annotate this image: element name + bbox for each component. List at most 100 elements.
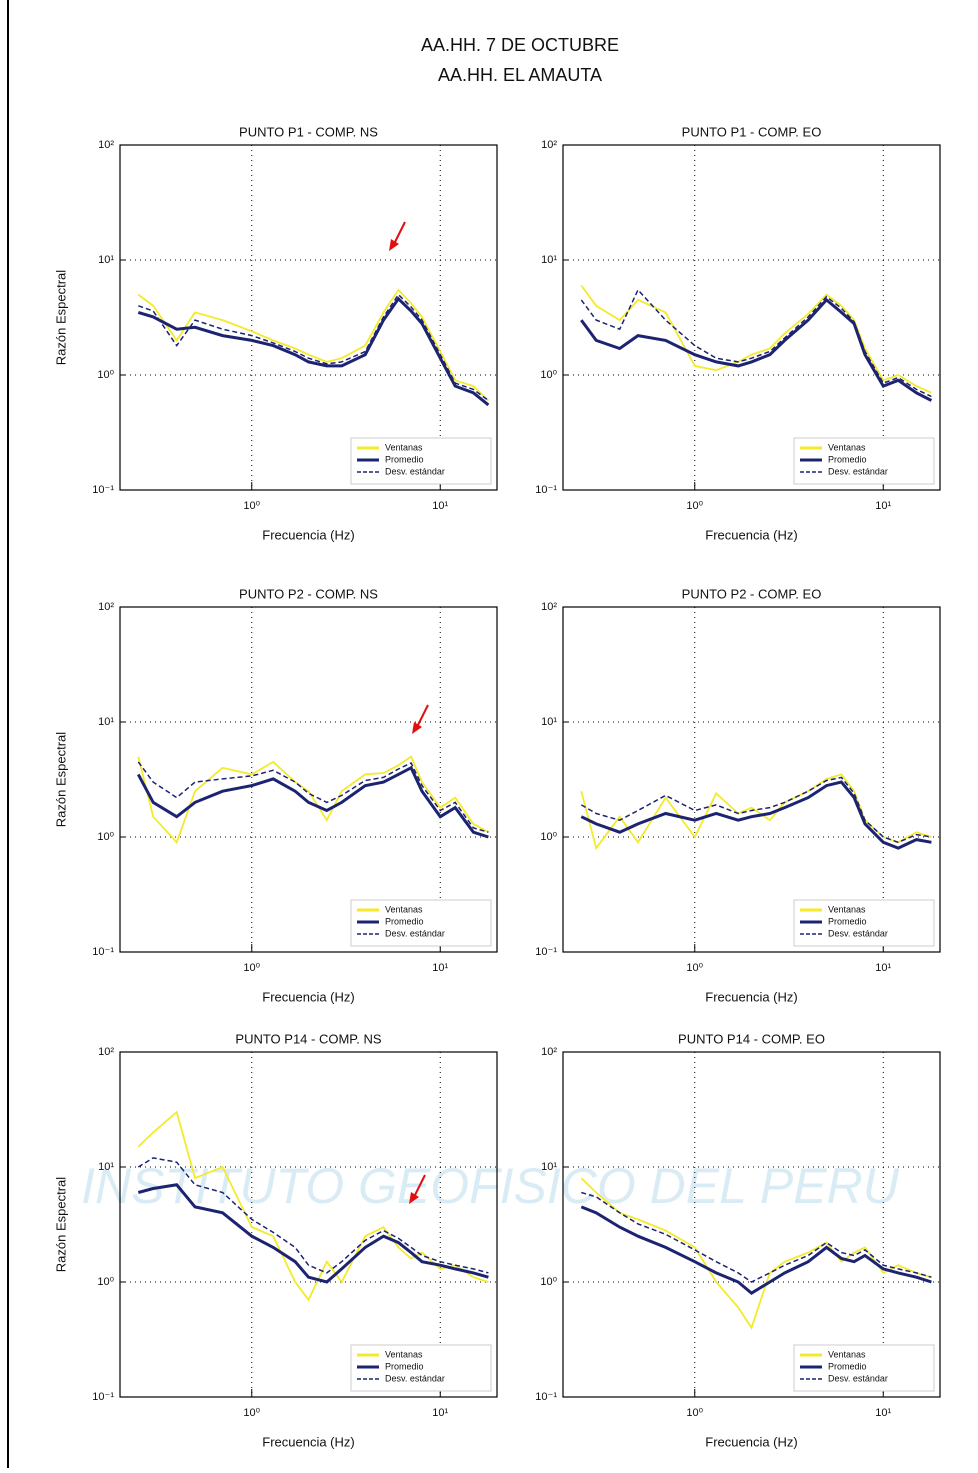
y-tick-label: 10¹ [98,254,114,266]
y-tick-label: 10² [541,601,557,613]
legend-label: Ventanas [385,1349,423,1359]
x-tick-label: 10⁰ [243,500,260,512]
y-tick-label: 10⁰ [97,1276,114,1288]
y-tick-label: 10⁻¹ [535,1391,557,1403]
series-line [580,1177,932,1330]
y-tick-label: 10² [98,1046,114,1058]
y-tick-label: 10¹ [541,1161,557,1173]
x-axis-label: Frecuencia (Hz) [705,1434,797,1449]
plot-area [137,1110,489,1302]
legend-label: Desv. estándar [385,1373,445,1383]
x-axis-label: Frecuencia (Hz) [262,989,354,1004]
y-axis-label: Razón Espectral [53,1177,68,1272]
x-axis-label: Frecuencia (Hz) [262,527,354,542]
x-axis-label: Frecuencia (Hz) [705,989,797,1004]
chart-title: PUNTO P2 - COMP. NS [239,586,378,601]
chart-title: PUNTO P14 - COMP. EO [678,1031,825,1046]
series-line [137,755,489,845]
x-tick-label: 10⁰ [243,962,260,974]
y-tick-label: 10² [98,139,114,151]
series-line [137,288,490,402]
series-line [137,1157,489,1274]
x-tick-label: 10⁰ [686,500,703,512]
x-tick-label: 10¹ [875,500,891,512]
legend-label: Desv. estándar [828,1373,888,1383]
y-tick-label: 10⁻¹ [535,946,557,958]
figure-subtitle: AA.HH. EL AMAUTA [438,65,602,85]
y-tick-label: 10² [541,139,557,151]
x-tick-label: 10⁰ [686,1407,703,1419]
annotation-arrowhead [412,722,422,734]
legend-label: Promedio [828,454,867,464]
chart-title: PUNTO P14 - COMP. NS [235,1031,381,1046]
legend-label: Promedio [828,916,867,926]
series-line [137,1183,489,1284]
legend-label: Ventanas [828,442,866,452]
y-tick-label: 10¹ [98,1161,114,1173]
series-line [138,293,489,402]
legend-label: Promedio [385,916,424,926]
x-tick-label: 10¹ [875,1407,891,1419]
plot-frame [119,606,498,953]
y-tick-label: 10¹ [541,716,557,728]
y-tick-label: 10¹ [541,254,557,266]
series-line [137,296,490,407]
series-line [580,284,932,394]
legend-label: Desv. estándar [385,928,445,938]
legend-label: Ventanas [828,904,866,914]
series-line [580,1205,932,1295]
x-tick-label: 10¹ [432,1407,448,1419]
y-tick-label: 10⁰ [97,369,114,381]
plot-frame [119,144,498,491]
legend-box [350,899,492,947]
legend-label: Ventanas [828,1349,866,1359]
plot-frame [562,606,941,953]
plot-frame [562,144,941,491]
y-tick-label: 10⁰ [97,831,114,843]
y-tick-label: 10⁰ [540,831,557,843]
chart-title: PUNTO P1 - COMP. EO [682,124,822,139]
y-axis-label: Razón Espectral [53,270,68,365]
y-tick-label: 10⁻¹ [92,1391,114,1403]
legend-label: Ventanas [385,442,423,452]
y-tick-label: 10⁻¹ [535,484,557,496]
legend-label: Ventanas [385,904,423,914]
annotation-arrowhead [409,1192,419,1204]
x-tick-label: 10⁰ [686,962,703,974]
plot-frame [119,1051,498,1398]
series-line [136,765,489,839]
x-tick-label: 10¹ [875,962,891,974]
y-axis-label: Razón Espectral [53,732,68,827]
plot-area [137,288,490,407]
y-tick-label: 10⁰ [540,1276,557,1288]
y-tick-label: 10¹ [98,716,114,728]
legend-label: Desv. estándar [828,466,888,476]
plot-area [580,1177,932,1330]
x-tick-label: 10¹ [432,962,448,974]
plot-area [580,773,932,851]
legend-label: Promedio [385,1361,424,1371]
legend-label: Desv. estándar [828,928,888,938]
plot-area [580,284,933,402]
annotation-arrowhead [389,239,399,251]
series-line [580,776,932,844]
x-tick-label: 10⁰ [243,1407,260,1419]
legend-label: Promedio [385,454,424,464]
series-line [137,1110,489,1302]
y-tick-label: 10⁻¹ [92,484,114,496]
legend-label: Promedio [828,1361,867,1371]
plot-area [136,755,489,845]
x-axis-label: Frecuencia (Hz) [262,1434,354,1449]
series-line [580,297,933,402]
figure-title: AA.HH. 7 DE OCTUBRE [421,35,619,55]
y-tick-label: 10² [541,1046,557,1058]
y-tick-label: 10² [98,601,114,613]
series-line [137,761,489,833]
x-axis-label: Frecuencia (Hz) [705,527,797,542]
legend-label: Desv. estándar [385,466,445,476]
x-tick-label: 10¹ [432,500,448,512]
y-tick-label: 10⁰ [540,369,557,381]
chart-title: PUNTO P1 - COMP. NS [239,124,378,139]
